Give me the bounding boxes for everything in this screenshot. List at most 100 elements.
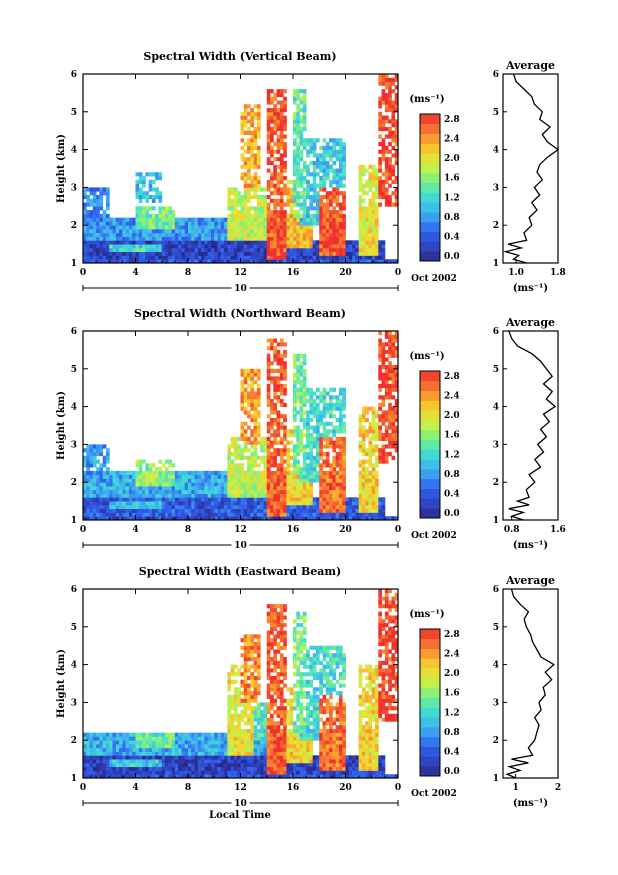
heatmap-cell bbox=[184, 774, 189, 779]
heatmap-cell bbox=[378, 387, 382, 392]
heatmap-cell bbox=[283, 436, 287, 442]
heatmap-cell bbox=[319, 194, 323, 200]
heatmap-cell bbox=[358, 179, 363, 185]
heatmap-cell bbox=[89, 451, 94, 457]
heatmap-cell bbox=[270, 376, 274, 381]
heatmap-cell bbox=[145, 172, 150, 177]
heatmap-cell bbox=[220, 508, 225, 513]
heatmap-cell bbox=[388, 425, 392, 430]
heatmap-cell bbox=[115, 766, 120, 771]
heatmap-cell bbox=[240, 740, 245, 745]
heatmap-cell bbox=[302, 221, 307, 226]
heatmap-cell bbox=[253, 399, 258, 404]
heatmap-cell bbox=[155, 766, 159, 771]
heatmap-cell bbox=[260, 474, 264, 479]
heatmap-cell bbox=[279, 489, 284, 494]
heatmap-cell bbox=[96, 217, 100, 222]
heatmap-cell bbox=[178, 240, 182, 245]
heatmap-cell bbox=[158, 766, 163, 771]
heatmap-cell bbox=[319, 168, 323, 173]
heatmap-cell bbox=[155, 225, 159, 230]
heatmap-cell bbox=[92, 244, 97, 249]
heatmap-cell bbox=[299, 372, 304, 377]
heatmap-cell bbox=[371, 251, 376, 256]
heatmap-cell bbox=[135, 236, 140, 241]
heatmap-cell bbox=[165, 774, 169, 779]
heatmap-cell bbox=[319, 436, 323, 442]
heatmap-cell bbox=[197, 501, 202, 506]
heatmap-cell bbox=[253, 255, 258, 260]
heatmap-cell bbox=[338, 470, 343, 476]
heatmap-cell bbox=[112, 732, 117, 737]
heatmap-cell bbox=[309, 198, 314, 203]
heatmap-cell bbox=[125, 247, 130, 253]
heatmap-cell bbox=[391, 372, 396, 377]
heatmap-cell bbox=[92, 228, 97, 234]
heatmap-cell bbox=[358, 225, 363, 230]
heatmap-cell bbox=[296, 251, 300, 256]
heatmap-cell bbox=[283, 134, 287, 139]
heatmap-cell bbox=[105, 232, 110, 237]
heatmap-cell bbox=[329, 429, 333, 434]
heatmap-cell bbox=[207, 751, 212, 756]
heatmap-cell bbox=[178, 247, 182, 253]
heatmap-cell bbox=[276, 467, 281, 472]
heatmap-cell bbox=[237, 751, 241, 756]
heatmap-cell bbox=[109, 240, 113, 245]
heatmap-cell bbox=[92, 459, 97, 464]
heatmap-cell bbox=[276, 142, 281, 147]
heatmap-cell bbox=[348, 508, 353, 513]
heatmap-cell bbox=[115, 485, 120, 491]
heatmap-cell bbox=[312, 444, 317, 449]
heatmap-cell bbox=[191, 516, 195, 521]
heatmap-cell bbox=[207, 497, 212, 502]
heatmap-cell bbox=[161, 236, 166, 241]
heatmap-cell bbox=[142, 759, 146, 764]
heatmap-cell bbox=[335, 221, 340, 226]
heatmap-cell bbox=[361, 191, 366, 196]
heatmap-cell bbox=[165, 743, 169, 749]
heatmap-cell bbox=[148, 221, 153, 226]
heatmap-cell bbox=[227, 687, 232, 692]
heatmap-cell bbox=[168, 516, 172, 521]
heatmap-cell bbox=[329, 387, 333, 392]
heatmap-cell bbox=[86, 755, 90, 760]
heatmap-cell bbox=[276, 134, 281, 139]
heatmap-cell bbox=[86, 236, 90, 241]
heatmap-cell bbox=[250, 467, 255, 472]
heatmap-cell bbox=[171, 482, 176, 487]
heatmap-cell bbox=[142, 194, 146, 200]
heatmap-cell bbox=[165, 740, 169, 745]
heatmap-cell bbox=[237, 489, 241, 494]
heatmap-cell bbox=[220, 482, 225, 487]
heatmap-cell bbox=[286, 191, 291, 196]
heatmap-cell bbox=[247, 198, 251, 203]
heatmap-cell bbox=[191, 762, 195, 768]
heatmap-cell bbox=[279, 357, 284, 362]
y-tick-label: 4 bbox=[71, 146, 77, 156]
heatmap-cell bbox=[365, 474, 369, 479]
heatmap-cell bbox=[174, 516, 179, 521]
heatmap-cell bbox=[243, 206, 248, 211]
heatmap-cell bbox=[286, 429, 291, 434]
heatmap-cell bbox=[178, 255, 182, 260]
heatmap-cell bbox=[325, 206, 330, 211]
heatmap-cell bbox=[256, 482, 261, 487]
heatmap-cell bbox=[256, 410, 261, 415]
heatmap-cell bbox=[178, 474, 182, 479]
heatmap-cell bbox=[96, 501, 100, 506]
heatmap-cell bbox=[325, 240, 330, 245]
heatmap-cell bbox=[128, 493, 133, 498]
heatmap-cell bbox=[128, 217, 133, 222]
colorbar-tick-label: 1.2 bbox=[444, 450, 460, 460]
heatmap-cell bbox=[105, 451, 110, 457]
heatmap-cell bbox=[378, 202, 382, 207]
heatmap-cell bbox=[279, 194, 284, 200]
heatmap-cell bbox=[240, 717, 245, 722]
heatmap-cell bbox=[237, 463, 241, 468]
heatmap-cell bbox=[319, 187, 323, 192]
heatmap-cell bbox=[128, 516, 133, 521]
heatmap-cell bbox=[253, 206, 258, 211]
heatmap-cell bbox=[381, 126, 386, 132]
heatmap-cell bbox=[283, 240, 287, 245]
